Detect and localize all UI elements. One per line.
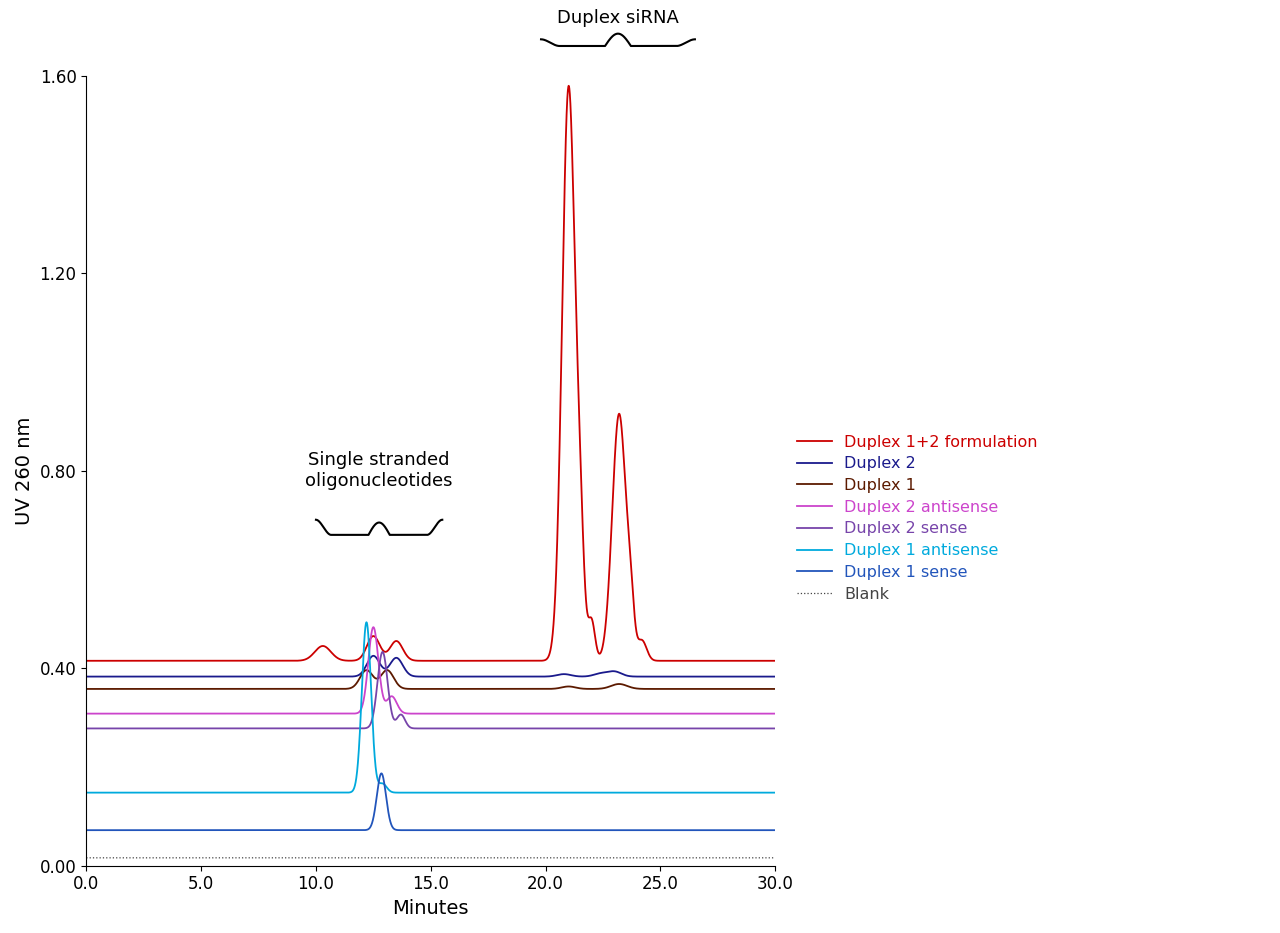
Blank — [238, 852, 253, 863]
Duplex 1 antisense — [238, 787, 253, 799]
Line: Duplex 1+2 formulation: Duplex 1+2 formulation — [86, 86, 776, 661]
Duplex 2 sense — [242, 723, 257, 734]
Duplex 1 antisense — [358, 617, 374, 628]
Duplex 1 sense — [238, 825, 253, 836]
Duplex 2 — [338, 671, 353, 682]
Duplex 1+2 formulation — [242, 655, 257, 666]
Duplex 2 sense — [388, 715, 403, 726]
Duplex 2 antisense — [78, 708, 93, 719]
Duplex 2 antisense — [238, 708, 253, 719]
Duplex 1 sense — [374, 768, 389, 779]
Blank — [78, 852, 93, 863]
Text: Duplex siRNA: Duplex siRNA — [557, 9, 678, 27]
Line: Duplex 1 antisense: Duplex 1 antisense — [86, 622, 776, 793]
Duplex 1 — [338, 683, 353, 694]
Duplex 2 sense — [768, 723, 783, 734]
Duplex 1 sense — [338, 825, 353, 836]
Duplex 2 antisense — [246, 708, 261, 719]
Line: Duplex 1 sense: Duplex 1 sense — [86, 773, 776, 830]
Duplex 1 sense — [388, 824, 403, 835]
Duplex 1 sense — [768, 825, 783, 836]
Duplex 1+2 formulation — [238, 655, 253, 666]
Duplex 1 antisense — [768, 787, 783, 799]
Duplex 2 antisense — [762, 708, 777, 719]
Duplex 1+2 formulation — [388, 635, 403, 647]
Duplex 2 sense — [238, 723, 253, 734]
Blank — [388, 852, 403, 863]
Duplex 1 — [388, 675, 403, 686]
Duplex 2 — [78, 671, 93, 682]
Duplex 1 antisense — [338, 787, 353, 799]
Line: Duplex 2: Duplex 2 — [86, 656, 776, 676]
Blank — [246, 852, 261, 863]
Text: Single stranded
oligonucleotides: Single stranded oligonucleotides — [306, 451, 453, 490]
Duplex 1 — [238, 683, 253, 694]
Y-axis label: UV 260 nm: UV 260 nm — [15, 416, 35, 525]
Duplex 1 — [358, 664, 374, 675]
Duplex 2 antisense — [388, 694, 403, 705]
Duplex 2 sense — [246, 723, 261, 734]
Duplex 1 — [762, 683, 777, 694]
Duplex 1 sense — [78, 825, 93, 836]
Duplex 1 antisense — [246, 787, 261, 799]
Duplex 1 sense — [242, 825, 257, 836]
Legend: Duplex 1+2 formulation, Duplex 2, Duplex 1, Duplex 2 antisense, Duplex 2 sense, : Duplex 1+2 formulation, Duplex 2, Duplex… — [790, 428, 1044, 608]
X-axis label: Minutes: Minutes — [393, 899, 468, 918]
Line: Duplex 2 sense: Duplex 2 sense — [86, 652, 776, 729]
Duplex 1 antisense — [78, 787, 93, 799]
Duplex 1 — [78, 683, 93, 694]
Line: Duplex 2 antisense: Duplex 2 antisense — [86, 627, 776, 714]
Duplex 1 — [768, 683, 783, 694]
Duplex 1+2 formulation — [338, 655, 353, 666]
Blank — [768, 852, 783, 863]
Duplex 2 antisense — [366, 621, 381, 633]
Duplex 2 — [762, 671, 777, 682]
Duplex 1+2 formulation — [762, 655, 777, 666]
Duplex 1+2 formulation — [78, 655, 93, 666]
Blank — [338, 852, 353, 863]
Duplex 2 antisense — [768, 708, 783, 719]
Duplex 1 antisense — [388, 787, 403, 798]
Duplex 2 sense — [762, 723, 777, 734]
Duplex 1+2 formulation — [561, 80, 576, 91]
Duplex 2 — [366, 650, 381, 661]
Duplex 1 antisense — [762, 787, 777, 799]
Duplex 2 — [388, 652, 403, 663]
Duplex 2 — [246, 671, 261, 682]
Duplex 1 — [246, 683, 261, 694]
Duplex 2 — [242, 671, 257, 682]
Duplex 1 sense — [246, 825, 261, 836]
Duplex 1 sense — [762, 825, 777, 836]
Blank — [762, 852, 777, 863]
Duplex 1 — [242, 683, 257, 694]
Duplex 2 sense — [375, 647, 390, 658]
Duplex 1 antisense — [242, 787, 257, 799]
Blank — [242, 852, 257, 863]
Duplex 2 — [238, 671, 253, 682]
Duplex 2 sense — [338, 723, 353, 734]
Duplex 2 antisense — [338, 708, 353, 719]
Duplex 1+2 formulation — [768, 655, 783, 666]
Duplex 2 — [768, 671, 783, 682]
Duplex 2 antisense — [242, 708, 257, 719]
Duplex 1+2 formulation — [246, 655, 261, 666]
Duplex 2 sense — [78, 723, 93, 734]
Line: Duplex 1: Duplex 1 — [86, 670, 776, 689]
